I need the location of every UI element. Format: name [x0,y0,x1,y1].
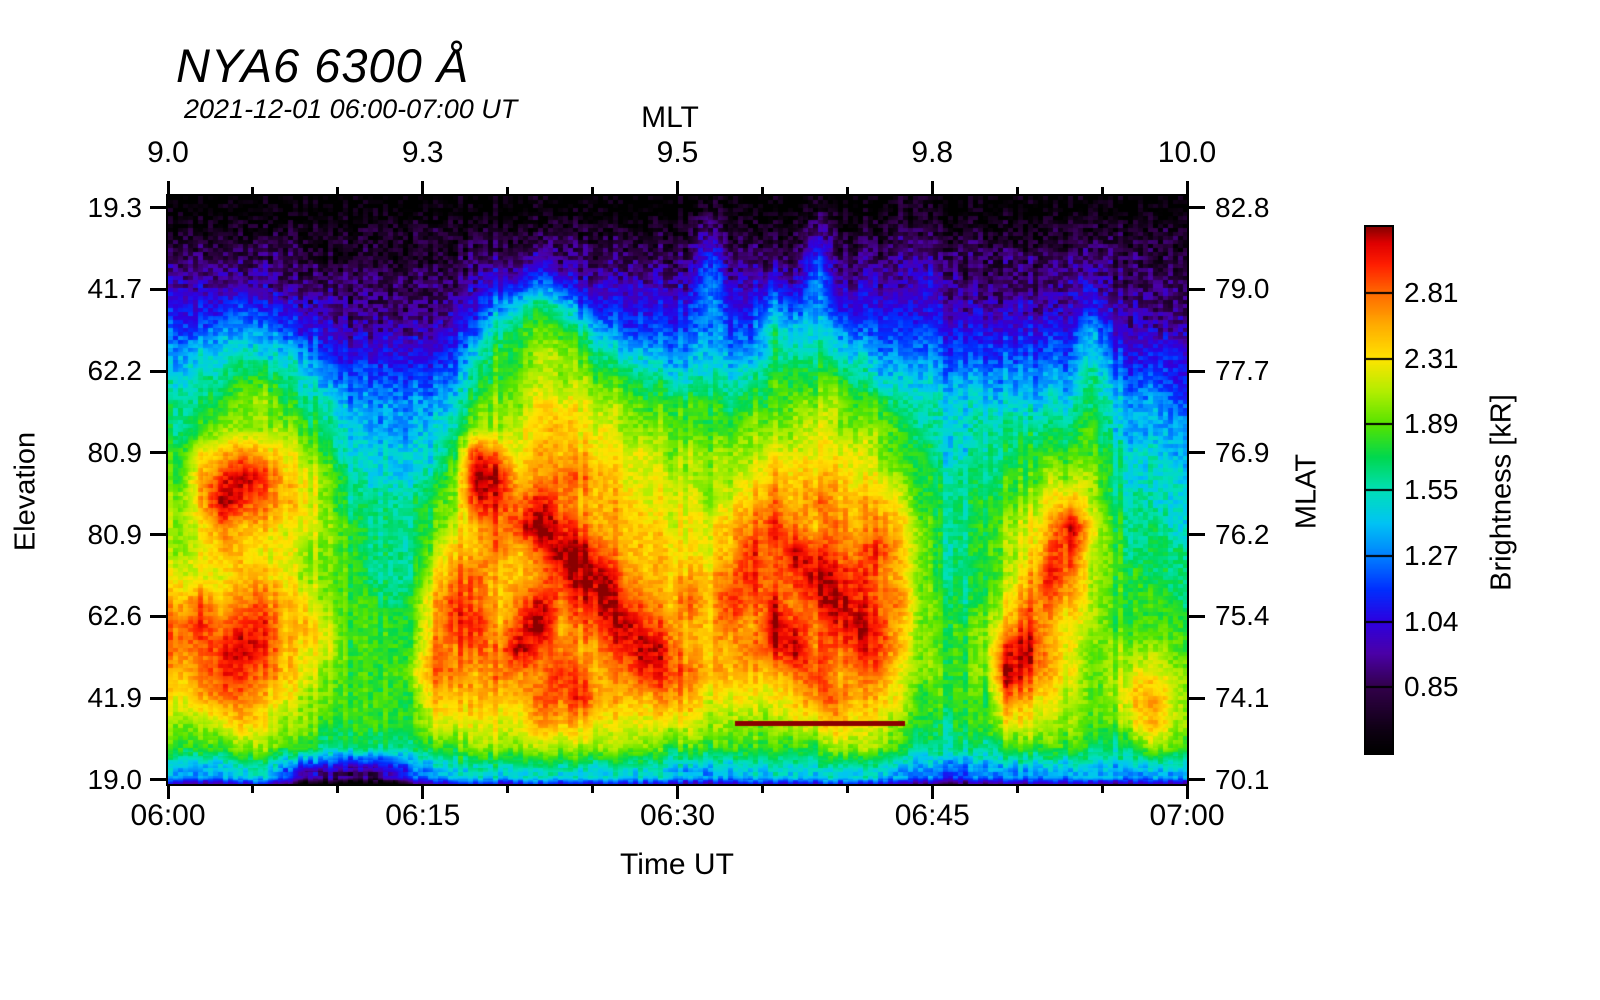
right-axis-tick [1187,451,1205,455]
colorbar-tick-label: 2.31 [1404,342,1459,374]
right-axis-tick [1187,206,1205,210]
top-axis-major-tick [166,181,170,196]
mlat-tick-label: 77.7 [1215,355,1270,387]
left-axis-tick [150,451,168,455]
bottom-axis-major-tick [676,784,679,799]
right-axis-tick [1187,778,1205,782]
mlat-tick-label: 75.4 [1215,600,1270,632]
bottom-axis-minor-tick [1015,784,1019,793]
top-axis-minor-tick [506,187,510,196]
elevation-tick-label: 41.7 [87,273,143,305]
top-axis-major-tick [1185,181,1189,196]
bottom-axis-minor-tick [336,784,340,793]
left-axis-tick [150,614,168,618]
elevation-tick-label: 19.0 [87,763,143,795]
bottom-axis-minor-tick [760,784,764,793]
right-axis-tick [1187,614,1205,618]
colorbar-tick-label: 0.85 [1404,671,1459,703]
mlat-tick-label: 70.1 [1215,763,1270,795]
colorbar-tick-label: 1.89 [1404,408,1459,440]
bottom-axis-minor-tick [1100,784,1104,793]
top-axis-major-tick [421,181,425,196]
elevation-tick-label: 80.9 [87,518,143,550]
time-tick-label: 06:00 [130,799,206,832]
top-axis-minor-tick [1100,187,1104,196]
time-tick-label: 06:45 [894,799,970,832]
elevation-axis-title: Elevation [9,431,42,552]
page-subtitle: 2021-12-01 06:00-07:00 UT [184,94,518,124]
page-title: NYA6 6300 Å [176,39,470,92]
left-axis-tick [150,533,168,537]
mlt-tick-label: 10.0 [1157,136,1217,169]
top-axis-major-tick [930,181,934,196]
top-axis-minor-tick [336,187,340,196]
right-axis-tick [1187,696,1205,700]
bottom-axis-major-tick [421,784,425,799]
top-axis-minor-tick [591,187,595,196]
mlt-tick-label: 9.8 [911,136,954,169]
bottom-axis-minor-tick [506,784,510,793]
colorbar-tick-label: 2.81 [1404,276,1459,308]
mlt-tick-label: 9.5 [656,136,699,169]
keogram-heatmap [168,196,1187,784]
mlat-tick-label: 74.1 [1215,682,1270,714]
mlat-axis-title: MLAT [1290,453,1323,530]
mlt-tick-label: 9.0 [147,136,189,169]
elevation-tick-label: 62.2 [87,355,143,387]
left-axis-tick [150,206,168,210]
top-axis-minor-tick [1015,187,1019,196]
right-axis-tick [1187,287,1205,291]
mlt-tick-label: 9.3 [401,136,444,169]
left-axis-tick [150,778,168,782]
colorbar-frame [1364,225,1394,755]
time-tick-label: 07:00 [1149,799,1225,832]
top-axis-minor-tick [251,187,255,196]
mlt-axis-title: MLT [641,101,699,134]
top-axis-minor-tick [845,187,849,196]
colorbar [1366,227,1392,753]
mlat-tick-label: 82.8 [1215,191,1270,223]
time-tick-label: 06:30 [639,799,716,832]
time-axis-title: Time UT [620,848,734,881]
left-axis-tick [150,696,168,700]
time-tick-label: 06:15 [385,799,461,832]
bottom-axis-minor-tick [845,784,849,793]
bottom-axis-major-tick [1185,784,1189,799]
bottom-axis-minor-tick [591,784,595,793]
left-axis-tick [150,287,168,291]
mlat-tick-label: 76.9 [1215,436,1270,468]
mlat-tick-label: 76.2 [1215,518,1270,550]
colorbar-tick-label: 1.27 [1404,539,1459,571]
top-axis-major-tick [676,181,679,196]
left-axis-tick [150,369,168,373]
bottom-axis-major-tick [166,784,170,799]
elevation-tick-label: 41.9 [87,682,143,714]
colorbar-title: Brightness [kR] [1485,394,1518,591]
bottom-axis-major-tick [930,784,934,799]
elevation-tick-label: 62.6 [87,600,143,632]
bottom-axis-minor-tick [251,784,255,793]
elevation-tick-label: 80.9 [87,436,143,468]
mlat-tick-label: 79.0 [1215,273,1270,305]
right-axis-tick [1187,369,1205,373]
colorbar-tick-label: 1.04 [1404,605,1459,637]
elevation-tick-label: 19.3 [87,191,143,223]
colorbar-tick-label: 1.55 [1404,474,1459,505]
right-axis-tick [1187,533,1205,537]
top-axis-minor-tick [760,187,764,196]
